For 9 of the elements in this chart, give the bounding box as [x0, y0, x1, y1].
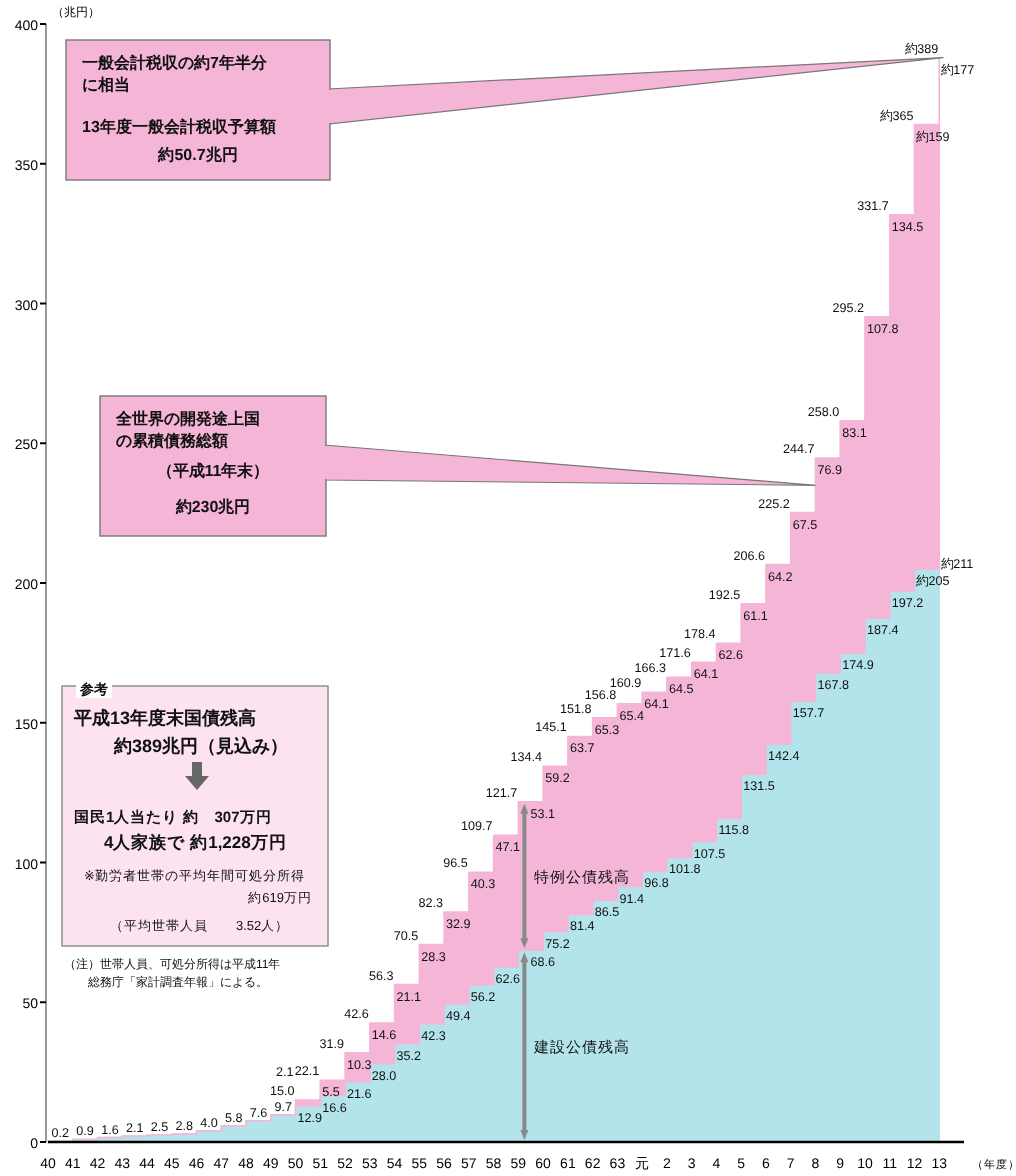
annotation: 約50.7兆円 — [156, 146, 238, 164]
annotation: 約230兆円 — [173, 498, 251, 516]
annotation: 全世界の開発途上国の累積債務総額 — [114, 410, 260, 450]
annotation: （平成11年末） — [156, 462, 270, 480]
annotation: 一般会計税収の約7年半分に相当 — [82, 54, 269, 94]
annotation: 13年度一般会計税収予算額 — [82, 116, 276, 136]
annotation: 約389兆円（見込み） — [112, 736, 289, 756]
annotation: 平成13年度末国債残高 — [72, 708, 257, 728]
annotation: 4人家族で 約1,228万円 — [104, 832, 287, 852]
